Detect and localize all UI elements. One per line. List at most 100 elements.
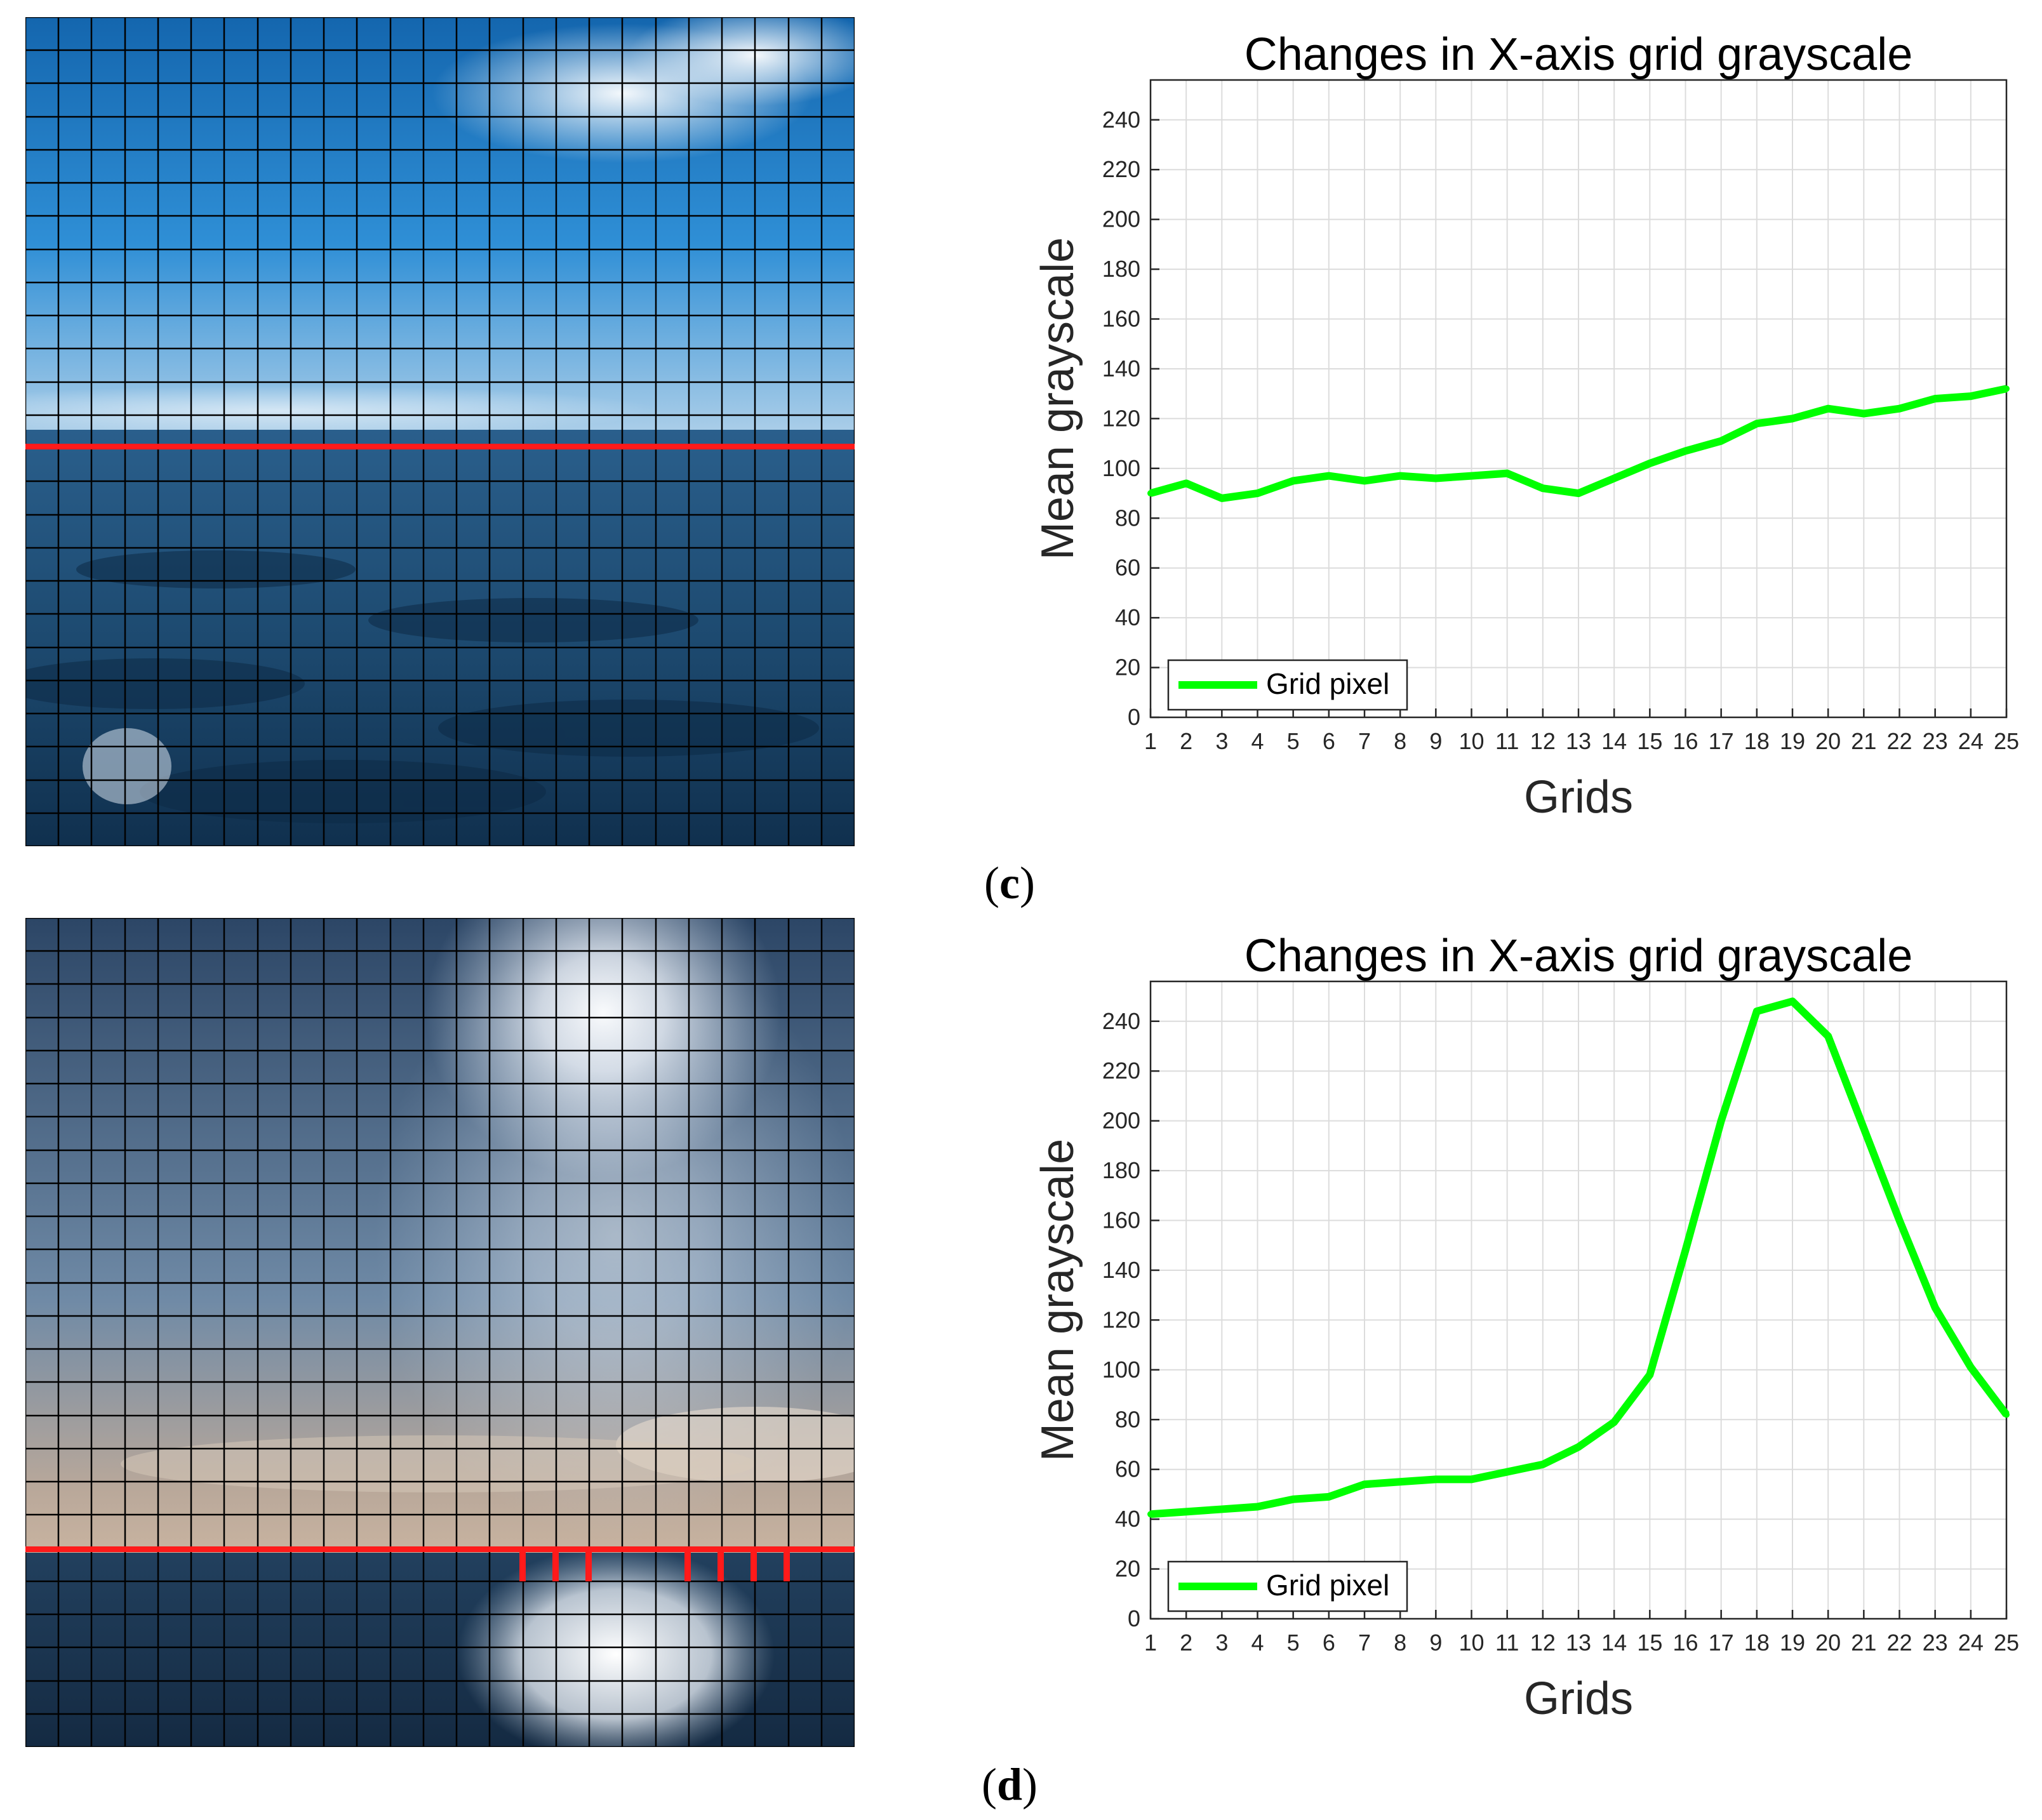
x-tick-label: 19 — [1780, 1630, 1805, 1656]
x-tick-label: 22 — [1886, 1630, 1912, 1656]
data-point — [1254, 1503, 1261, 1510]
data-point — [1967, 1364, 1974, 1371]
x-tick-label: 1 — [1144, 728, 1157, 754]
x-tick-label: 4 — [1251, 1630, 1264, 1656]
data-point — [1468, 472, 1475, 479]
overlay-grid — [25, 918, 855, 1747]
data-point — [1860, 410, 1867, 417]
x-tick-label: 10 — [1458, 728, 1484, 754]
x-tick-label: 15 — [1637, 1630, 1662, 1656]
data-point — [1789, 415, 1796, 422]
data-point — [1718, 437, 1725, 444]
y-tick-label: 120 — [1102, 1306, 1140, 1332]
data-point — [1218, 1506, 1225, 1513]
data-point — [1718, 1117, 1725, 1124]
legend: Grid pixel — [1167, 659, 1408, 711]
y-tick-label: 60 — [1115, 555, 1140, 581]
x-tick-label: 9 — [1429, 728, 1442, 754]
y-tick-label: 160 — [1102, 306, 1140, 332]
data-point — [1397, 472, 1404, 479]
data-point — [1218, 495, 1225, 501]
data-point — [1147, 490, 1154, 497]
data-point — [2003, 385, 2010, 392]
x-tick-label: 6 — [1323, 1630, 1335, 1656]
glare-markers — [519, 1550, 790, 1581]
x-axis-label: Grids — [1524, 772, 1633, 823]
data-point — [1753, 1008, 1760, 1015]
data-point — [1932, 1304, 1939, 1311]
photo-sun-glare — [25, 918, 855, 1747]
x-tick-label: 2 — [1180, 728, 1192, 754]
x-tick-label: 12 — [1530, 728, 1556, 754]
data-point — [1361, 1481, 1368, 1488]
horizon-line — [25, 1546, 855, 1552]
overlay-grid — [25, 17, 855, 846]
y-tick-label: 180 — [1102, 256, 1140, 282]
data-point — [1611, 475, 1618, 482]
x-tick-label: 18 — [1744, 728, 1770, 754]
x-tick-label: 24 — [1958, 1630, 1984, 1656]
y-tick-label: 140 — [1102, 355, 1140, 382]
data-point — [2003, 1411, 2010, 1418]
data-point — [1325, 472, 1332, 479]
data-point — [1432, 1476, 1439, 1483]
data-point — [1504, 470, 1511, 477]
y-axis-label: Mean grayscale — [1032, 237, 1083, 560]
y-tick-label: 20 — [1115, 1556, 1140, 1582]
data-point — [1860, 1125, 1867, 1132]
data-point — [1611, 1419, 1618, 1426]
x-tick-label: 18 — [1744, 1630, 1770, 1656]
horizon-line — [25, 444, 855, 449]
y-tick-label: 80 — [1115, 505, 1140, 531]
data-point — [1575, 490, 1582, 497]
photo-open-sea — [25, 17, 855, 846]
x-tick-label: 16 — [1672, 728, 1698, 754]
data-point — [1183, 480, 1190, 487]
x-tick-label: 3 — [1215, 728, 1228, 754]
data-point — [1254, 490, 1261, 497]
x-tick-label: 21 — [1851, 1630, 1876, 1656]
y-tick-label: 0 — [1128, 704, 1140, 730]
x-tick-label: 19 — [1780, 728, 1805, 754]
y-tick-label: 140 — [1102, 1257, 1140, 1283]
x-tick-label: 22 — [1886, 728, 1912, 754]
x-tick-label: 8 — [1394, 1630, 1406, 1656]
data-point — [1504, 1468, 1511, 1475]
x-tick-label: 15 — [1637, 728, 1662, 754]
x-tick-label: 16 — [1672, 1630, 1698, 1656]
gridlines — [1150, 80, 2007, 718]
panel-label-d: (d) — [981, 1759, 1038, 1810]
x-tick-label: 2 — [1180, 1630, 1192, 1656]
x-tick-label: 25 — [1994, 1630, 2019, 1656]
x-tick-label: 17 — [1709, 728, 1734, 754]
y-tick-label: 240 — [1102, 107, 1140, 133]
x-tick-label: 5 — [1287, 728, 1300, 754]
data-point — [1325, 1493, 1332, 1500]
y-tick-label: 200 — [1102, 1108, 1140, 1134]
x-tick-label: 13 — [1566, 728, 1591, 754]
y-tick-label: 100 — [1102, 1357, 1140, 1383]
chart-title: Changes in X-axis grid grayscale — [1245, 29, 1913, 80]
legend: Grid pixel — [1167, 1560, 1408, 1612]
y-tick-label: 120 — [1102, 405, 1140, 431]
legend-label: Grid pixel — [1266, 1569, 1389, 1602]
data-point — [1682, 448, 1689, 455]
y-axis-label: Mean grayscale — [1032, 1139, 1083, 1461]
x-tick-label: 23 — [1923, 728, 1948, 754]
x-tick-label: 11 — [1495, 728, 1519, 754]
x-tick-label: 11 — [1495, 1630, 1519, 1656]
x-tick-label: 5 — [1287, 1630, 1300, 1656]
data-point — [1896, 405, 1903, 412]
x-tick-label: 23 — [1923, 1630, 1948, 1656]
data-point — [1468, 1476, 1475, 1483]
x-tick-label: 20 — [1815, 1630, 1841, 1656]
y-tick-label: 0 — [1128, 1605, 1140, 1631]
data-point — [1183, 1508, 1190, 1515]
y-tick-label: 240 — [1102, 1008, 1140, 1034]
x-tick-label: 17 — [1709, 1630, 1734, 1656]
x-tick-label: 14 — [1601, 728, 1627, 754]
y-tick-label: 40 — [1115, 604, 1140, 630]
y-tick-label: 160 — [1102, 1207, 1140, 1233]
x-tick-label: 12 — [1530, 1630, 1556, 1656]
